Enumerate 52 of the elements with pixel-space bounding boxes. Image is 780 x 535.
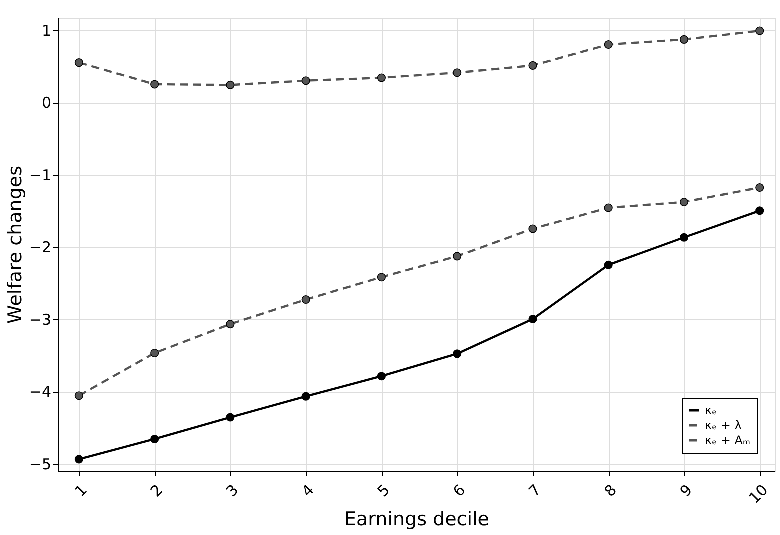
point [226,80,235,90]
point [680,35,689,44]
legend-label: κₑ + λ [705,418,742,432]
point [150,348,160,358]
x-tick-label: 1 [72,481,91,501]
x-tick-label: 9 [676,481,696,501]
point [150,80,160,89]
point [377,372,386,381]
x-axis-title: Earnings decile [344,508,490,531]
point [604,260,613,270]
x-tick-label: 10 [745,481,772,508]
y-tick-label: 0 [42,94,52,112]
point [528,61,538,70]
y-axis-title: Welfare changes [4,166,26,324]
x-tick-label: 3 [222,481,242,501]
x-tick-label: 5 [374,481,394,501]
y-tick-label: −5 [29,455,52,474]
y-tick-label: −2 [29,238,52,257]
x-tick-label: 8 [600,481,620,501]
point [453,350,462,358]
point [226,320,235,329]
point [453,68,462,78]
point [377,74,386,82]
y-tick-label: −4 [29,383,52,402]
y-tick-label: −1 [29,166,52,184]
y-tick-label: −3 [29,310,52,329]
point [453,252,462,261]
x-tick-label: 2 [147,481,167,501]
point [302,76,310,86]
x-tick-label: 7 [525,481,545,501]
point [680,198,689,206]
point [604,40,613,49]
point [150,434,160,444]
point [226,413,235,422]
point [74,455,84,464]
legend-label: κₑ [705,404,718,418]
x-tick-label: 4 [298,481,318,501]
point [377,273,386,282]
point [604,204,613,212]
x-tick-label: 6 [450,481,470,501]
point [74,58,84,68]
legend-label: κₑ + Aₘ [705,434,750,448]
point [680,233,689,242]
y-tick-label: 1 [42,22,52,40]
point [74,392,84,400]
point [756,206,764,216]
point [756,26,764,36]
point [528,224,538,234]
point [302,392,310,401]
point [756,184,764,192]
point [528,315,538,324]
point [302,296,310,304]
